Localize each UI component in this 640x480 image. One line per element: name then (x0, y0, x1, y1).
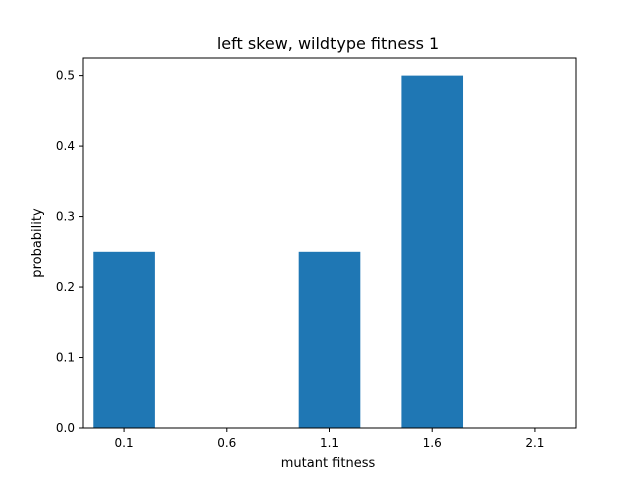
y-tick-label-0.2: 0.2 (56, 280, 75, 294)
y-tick-label-0.3: 0.3 (56, 210, 75, 224)
y-tick-label-0.1: 0.1 (56, 351, 75, 365)
bar-1.6 (401, 75, 464, 428)
x-tick-label-2.1: 2.1 (525, 436, 544, 450)
bars-layer (93, 75, 464, 428)
y-tick-label-0.4: 0.4 (56, 139, 75, 153)
bar-1.1 (298, 251, 361, 428)
x-tick-label-1.6: 1.6 (423, 436, 442, 450)
y-tick-label-0.5: 0.5 (56, 69, 75, 83)
x-axis-label: mutant fitness (281, 456, 376, 471)
y-tick-label-0.0: 0.0 (56, 421, 75, 435)
bar-0.1 (93, 251, 155, 428)
chart-title: left skew, wildtype fitness 1 (217, 34, 439, 53)
x-tick-label-1.1: 1.1 (320, 436, 339, 450)
x-tick-label-0.6: 0.6 (217, 436, 236, 450)
x-tick-label-0.1: 0.1 (115, 436, 134, 450)
axes-layer: 0.1 0.6 1.1 1.6 2.1 0.0 0.1 0.2 0.3 0.4 0.5 (56, 57, 577, 450)
y-axis-label: probability (30, 208, 45, 278)
